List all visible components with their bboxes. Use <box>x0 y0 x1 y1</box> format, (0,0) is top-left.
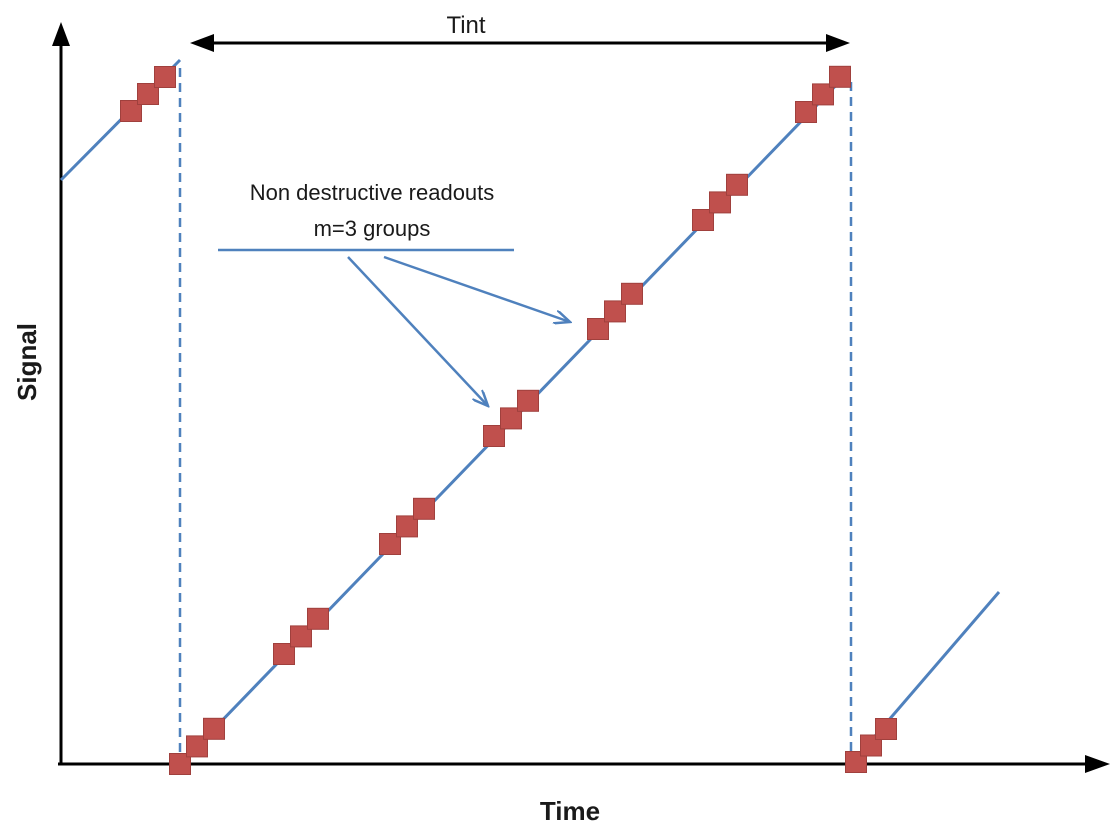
readout-marker <box>812 83 834 106</box>
readout-group-previous <box>120 66 176 122</box>
readout-marker <box>875 718 897 740</box>
readout-marker <box>795 101 817 123</box>
readout-marker <box>483 425 505 447</box>
readout-marker <box>379 533 401 555</box>
readout-group-main-7 <box>795 65 851 123</box>
readout-marker <box>137 83 159 105</box>
readout-marker <box>709 191 731 214</box>
readout-group-next <box>845 718 897 773</box>
readout-markers <box>120 65 897 775</box>
readout-marker <box>154 66 176 88</box>
readout-marker <box>203 717 225 740</box>
readout-marker <box>120 100 142 122</box>
x-axis-title: Time <box>540 796 600 826</box>
annotation-arrow-upper <box>383 255 570 322</box>
axes <box>52 22 1110 773</box>
x-axis-arrowhead <box>1085 755 1110 773</box>
readout-marker <box>500 407 522 430</box>
interval-arrowhead-right <box>826 34 850 52</box>
readout-group-main-3 <box>379 497 435 555</box>
readout-marker <box>186 735 208 758</box>
readout-marker <box>517 389 539 412</box>
signal-ramps <box>59 58 1001 766</box>
readout-marker <box>273 643 295 665</box>
y-axis-arrowhead <box>52 22 70 46</box>
readout-marker <box>860 734 882 757</box>
interval-arrowhead-left <box>190 34 214 52</box>
readout-marker <box>396 515 418 538</box>
readout-marker <box>845 751 867 773</box>
readout-marker <box>587 318 609 340</box>
readout-group-main-6 <box>692 173 748 231</box>
interval-label: Tint <box>446 12 485 39</box>
readout-group-main-5 <box>587 282 643 340</box>
readout-marker <box>604 300 626 323</box>
readout-marker <box>692 209 714 231</box>
readout-marker <box>307 607 329 630</box>
readout-marker <box>290 625 312 648</box>
readout-marker <box>726 173 748 196</box>
readout-marker <box>829 65 851 88</box>
annotation-line-2: m=3 groups <box>314 216 431 241</box>
integration-interval: Tint <box>190 12 850 52</box>
readout-marker <box>169 753 191 775</box>
readout-group-main-1 <box>169 717 225 775</box>
readout-group-main-2 <box>273 607 329 665</box>
annotation-arrow-lower <box>347 256 488 406</box>
readout-annotation: Non destructive readouts m=3 groups <box>218 180 570 406</box>
readout-marker <box>413 497 435 520</box>
readout-marker <box>621 282 643 305</box>
y-axis-title: Signal <box>12 323 42 401</box>
annotation-line-1: Non destructive readouts <box>250 180 495 205</box>
readout-group-main-4 <box>483 389 539 447</box>
